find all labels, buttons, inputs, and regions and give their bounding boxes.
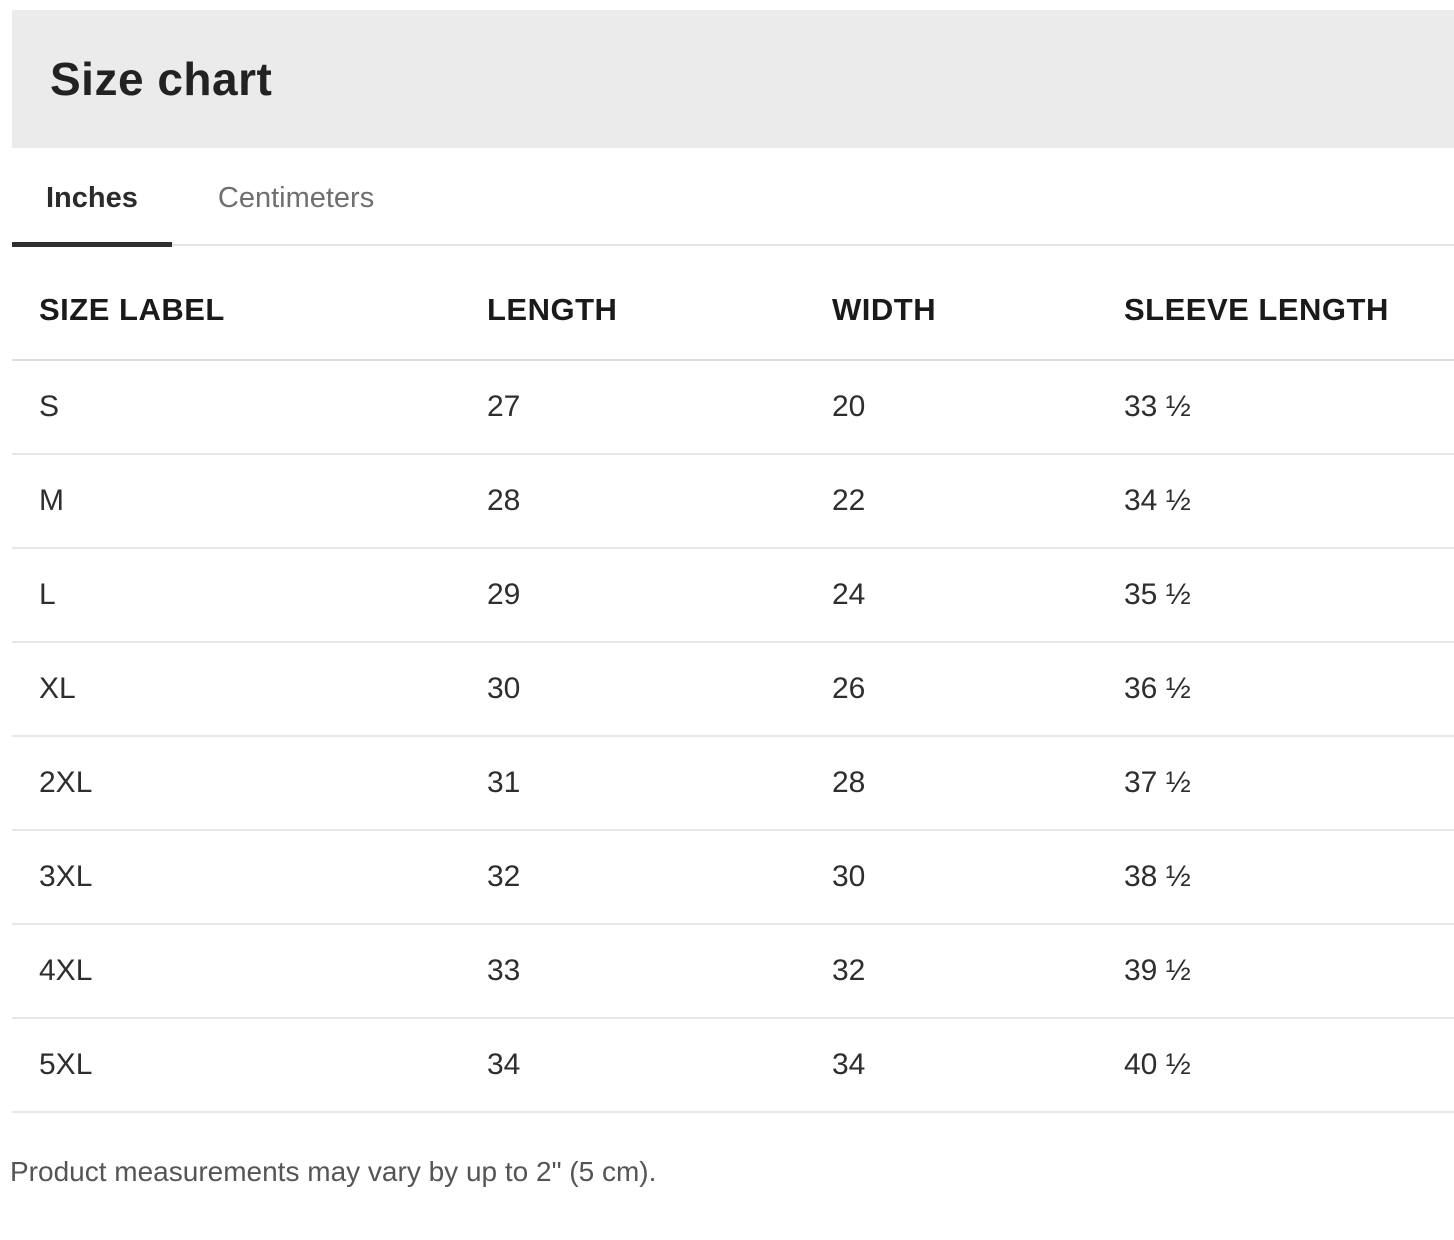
table-row: 4XL 33 32 39 ½ (12, 924, 1454, 1019)
page-title: Size chart (50, 53, 273, 105)
unit-tabs: Inches Centimeters (12, 148, 1454, 247)
cell-length: 30 (460, 642, 805, 737)
cell-width: 24 (805, 548, 1097, 643)
cell-length: 32 (460, 830, 805, 925)
tab-inches[interactable]: Inches (12, 148, 172, 247)
table-row: 3XL 32 30 38 ½ (12, 830, 1454, 925)
table-header-row: SIZE LABEL LENGTH WIDTH SLEEVE LENGTH (12, 246, 1454, 361)
column-header-width: WIDTH (805, 246, 1097, 361)
cell-sleeve-length: 34 ½ (1097, 454, 1454, 549)
cell-width: 32 (805, 924, 1097, 1019)
cell-size: XL (12, 642, 460, 737)
table-row: S 27 20 33 ½ (12, 360, 1454, 455)
column-header-size-label: SIZE LABEL (12, 246, 460, 361)
table-row: L 29 24 35 ½ (12, 548, 1454, 643)
cell-sleeve-length: 33 ½ (1097, 360, 1454, 455)
cell-length: 29 (460, 548, 805, 643)
cell-size: 3XL (12, 830, 460, 925)
cell-size: M (12, 454, 460, 549)
measurement-note: Product measurements may vary by up to 2… (10, 1156, 657, 1187)
cell-width: 26 (805, 642, 1097, 737)
size-chart-widget: Size chart Inches Centimeters SIZE LABEL… (0, 10, 1454, 1189)
cell-length: 27 (460, 360, 805, 455)
table-row: 5XL 34 34 40 ½ (12, 1018, 1454, 1113)
table-row: 2XL 31 28 37 ½ (12, 736, 1454, 831)
cell-size: 4XL (12, 924, 460, 1019)
size-chart-header: Size chart (12, 10, 1454, 148)
table-row: XL 30 26 36 ½ (12, 642, 1454, 737)
cell-width: 34 (805, 1018, 1097, 1113)
cell-width: 22 (805, 454, 1097, 549)
table-row: M 28 22 34 ½ (12, 454, 1454, 549)
cell-size: 2XL (12, 736, 460, 831)
cell-sleeve-length: 39 ½ (1097, 924, 1454, 1019)
cell-length: 28 (460, 454, 805, 549)
size-table: SIZE LABEL LENGTH WIDTH SLEEVE LENGTH S … (12, 246, 1454, 1113)
tab-centimeters[interactable]: Centimeters (184, 148, 408, 244)
cell-sleeve-length: 40 ½ (1097, 1018, 1454, 1113)
cell-size: 5XL (12, 1018, 460, 1113)
cell-size: L (12, 548, 460, 643)
cell-size: S (12, 360, 460, 455)
column-header-length: LENGTH (460, 246, 805, 361)
cell-sleeve-length: 35 ½ (1097, 548, 1454, 643)
cell-sleeve-length: 38 ½ (1097, 830, 1454, 925)
cell-width: 28 (805, 736, 1097, 831)
cell-length: 34 (460, 1018, 805, 1113)
cell-length: 31 (460, 736, 805, 831)
cell-sleeve-length: 37 ½ (1097, 736, 1454, 831)
cell-length: 33 (460, 924, 805, 1019)
cell-width: 30 (805, 830, 1097, 925)
cell-sleeve-length: 36 ½ (1097, 642, 1454, 737)
column-header-sleeve-length: SLEEVE LENGTH (1097, 246, 1454, 361)
cell-width: 20 (805, 360, 1097, 455)
